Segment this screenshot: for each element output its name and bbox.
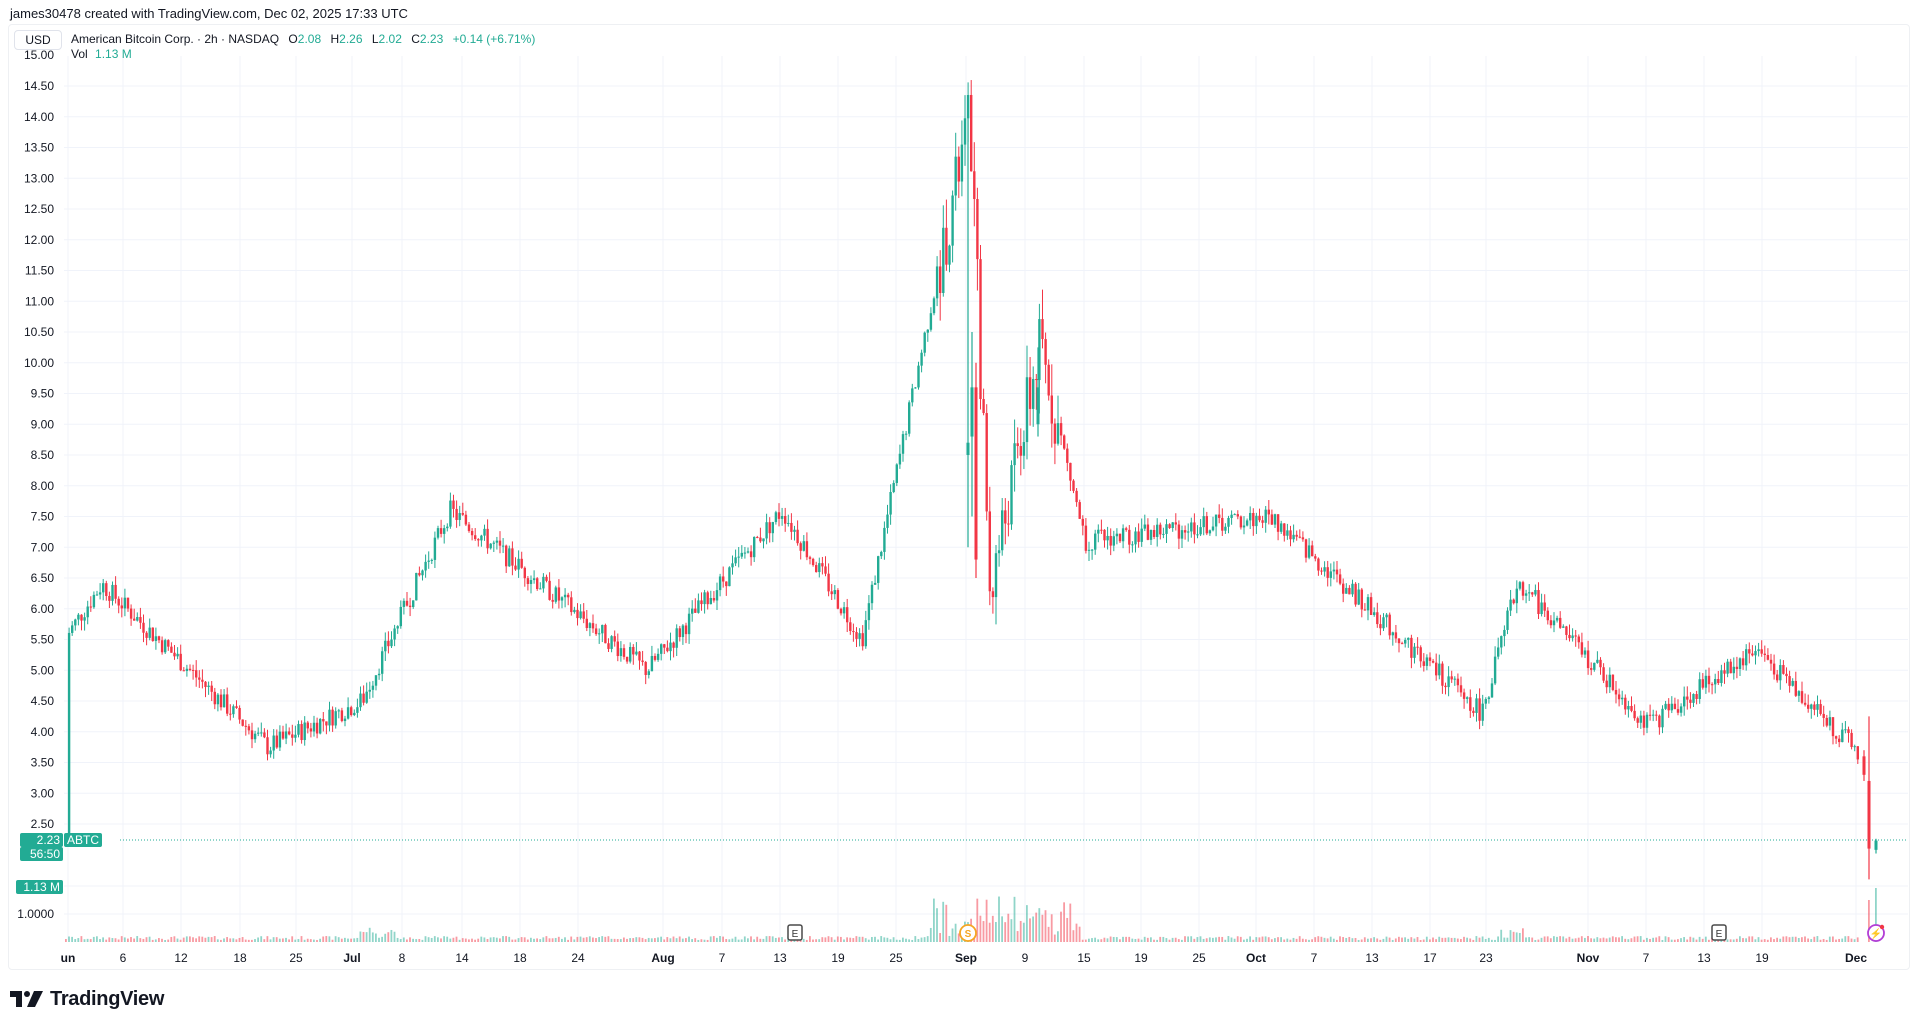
price-tick: 11.00: [25, 294, 54, 308]
grid-lines: [64, 56, 1908, 940]
chart-legend: American Bitcoin Corp. · 2h · NASDAQ O2.…: [71, 32, 535, 62]
price-tick: 11.50: [25, 264, 54, 278]
price-tick: 14.50: [24, 79, 54, 93]
price-tick: 3.00: [31, 786, 55, 800]
time-tick: 24: [571, 951, 585, 965]
last-price-tag: 2.23: [20, 833, 63, 847]
price-tick: 8.50: [31, 448, 55, 462]
time-tick: 8: [399, 951, 406, 965]
volume-bars: [65, 888, 1877, 942]
time-tick: Sep: [955, 951, 977, 965]
time-tick: 15: [1077, 951, 1091, 965]
price-tick: 15.00: [24, 48, 54, 62]
event-markers[interactable]: E S E ⚡: [787, 924, 1885, 942]
price-tick: 12.00: [24, 233, 54, 247]
price-tick: 2.50: [31, 817, 55, 831]
time-tick: 7: [1643, 951, 1650, 965]
price-tick: 5.50: [31, 633, 55, 647]
time-tick: Dec: [1845, 951, 1867, 965]
time-axis[interactable]: un 6 12 18 25 Jul 8 14 18 24 Aug 7 13 19 25 Sep 9 15 19 25 O…: [61, 951, 1868, 965]
time-tick: 7: [719, 951, 726, 965]
price-tick: 7.50: [31, 510, 55, 524]
price-tick: 3.50: [31, 756, 55, 770]
time-tick: 13: [1697, 951, 1711, 965]
price-tick: 9.00: [31, 417, 55, 431]
chart-pane[interactable]: [8, 24, 1910, 970]
split-event-icon[interactable]: S: [959, 924, 977, 942]
close-value: 2.23: [419, 32, 444, 46]
symbol-title[interactable]: American Bitcoin Corp. · 2h · NASDAQ: [71, 32, 280, 46]
price-tick: 10.50: [24, 325, 54, 339]
time-tick: 14: [455, 951, 469, 965]
price-tick: 6.00: [31, 602, 55, 616]
earnings-event-icon[interactable]: E: [787, 924, 803, 941]
time-tick: 7: [1311, 951, 1318, 965]
symbol-tag: ABTC: [64, 833, 103, 847]
time-tick: un: [61, 951, 76, 965]
open-value: 2.08: [297, 32, 322, 46]
flash-event-icon[interactable]: ⚡: [1867, 924, 1885, 942]
time-tick: Aug: [651, 951, 674, 965]
legend-ohlc-row: American Bitcoin Corp. · 2h · NASDAQ O2.…: [71, 32, 535, 47]
time-tick: 13: [1365, 951, 1379, 965]
close-label: C: [411, 32, 420, 46]
chart-credit: james30478 created with TradingView.com,…: [10, 6, 408, 21]
svg-text:E: E: [792, 929, 799, 940]
time-tick: Oct: [1246, 951, 1266, 965]
earnings-event-icon[interactable]: E: [1711, 924, 1727, 941]
time-tick: 13: [773, 951, 787, 965]
time-tick: 18: [513, 951, 527, 965]
time-tick: 19: [1755, 951, 1769, 965]
time-tick: 18: [233, 951, 247, 965]
time-tick: Jul: [343, 951, 360, 965]
volume-tick: 1.0000: [17, 907, 54, 921]
svg-text:S: S: [965, 929, 972, 940]
currency-button[interactable]: USD: [14, 30, 62, 50]
time-tick: 17: [1423, 951, 1437, 965]
price-tick: 13.00: [24, 171, 54, 185]
time-tick: 25: [1192, 951, 1206, 965]
high-label: H: [330, 32, 340, 46]
price-tick: 4.00: [31, 725, 55, 739]
low-label: L: [371, 32, 379, 46]
tradingview-logo[interactable]: TradingView: [10, 987, 164, 1011]
volume-tag: 1.13 M: [16, 880, 63, 894]
time-tick: 19: [1134, 951, 1148, 965]
price-tick: 9.50: [31, 387, 55, 401]
time-tick: Nov: [1577, 951, 1600, 965]
time-tick: 23: [1479, 951, 1493, 965]
time-tick: 25: [889, 951, 903, 965]
open-label: O: [288, 32, 298, 46]
price-tick: 4.50: [31, 694, 55, 708]
time-tick: 6: [120, 951, 127, 965]
volume-label[interactable]: Vol: [71, 47, 88, 61]
tradingview-logo-icon: [10, 991, 43, 1007]
price-tick: 13.50: [24, 141, 54, 155]
price-tick: 12.50: [24, 202, 54, 216]
legend-volume-row: Vol 1.13 M: [71, 47, 535, 62]
price-tick: 5.00: [31, 663, 55, 677]
price-tick: 8.00: [31, 479, 55, 493]
time-tick: 9: [1022, 951, 1029, 965]
volume-value: 1.13 M: [95, 47, 132, 61]
svg-text:⚡: ⚡: [1870, 927, 1882, 940]
low-value: 2.02: [378, 32, 402, 46]
price-tick: 6.50: [31, 571, 55, 585]
high-value: 2.26: [339, 32, 363, 46]
tradingview-logo-text: TradingView: [50, 987, 165, 1010]
price-tick: 7.00: [31, 540, 55, 554]
change-value: +0.14 (+6.71%): [452, 32, 536, 46]
price-tick: 10.00: [24, 356, 54, 370]
time-tick: 12: [174, 951, 188, 965]
candles: [64, 80, 1878, 880]
time-tick: 25: [289, 951, 303, 965]
time-tick: 19: [831, 951, 845, 965]
svg-text:E: E: [1716, 929, 1723, 940]
bar-countdown-tag: 56:50: [20, 847, 63, 861]
price-tick: 14.00: [24, 110, 54, 124]
price-axis[interactable]: 14.50 14.00 13.50 13.00 12.50 12.00 11.50 11.00…: [17, 48, 54, 921]
